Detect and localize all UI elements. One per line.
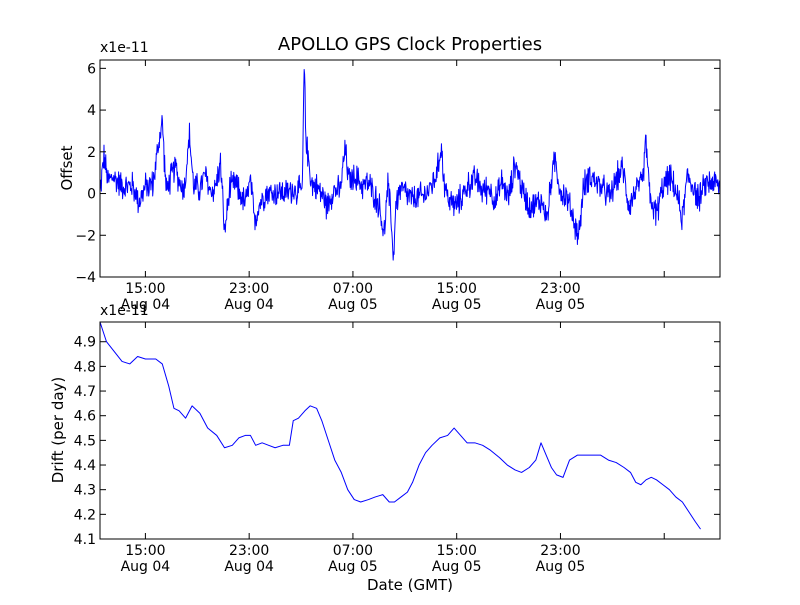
offset-x-tick-label-date: Aug 05 <box>536 297 586 313</box>
drift-y-tick-label: 4.5 <box>74 433 96 449</box>
drift-x-tick-label-date: Aug 05 <box>536 559 586 575</box>
drift-x-tick-label-time: 23:00 <box>540 543 580 559</box>
offset-x-tick-label-date: Aug 05 <box>328 297 378 313</box>
drift-x-axis-label: Date (GMT) <box>367 576 453 594</box>
offset-x-tick-label-time: 07:00 <box>333 281 373 297</box>
offset-x-tick-label-date: Aug 05 <box>432 297 482 313</box>
offset-x-tick-label-time: 15:00 <box>125 281 165 297</box>
offset-y-tick-label: 2 <box>87 145 96 161</box>
drift-x-tick-label-date: Aug 05 <box>328 559 378 575</box>
drift-x-tick-label-time: 07:00 <box>333 543 373 559</box>
drift-x-tick-label-time: 15:00 <box>437 543 477 559</box>
offset-y-scale-label: x1e-11 <box>100 40 149 56</box>
offset-series-line-0 <box>99 69 721 261</box>
drift-y-tick-label: 4.7 <box>74 384 96 400</box>
drift-y-tick-label: 4.4 <box>74 458 96 474</box>
drift-x-tick-label-time: 23:00 <box>229 543 269 559</box>
offset-y-tick-label: 4 <box>87 103 96 119</box>
offset-plot-area <box>100 60 720 277</box>
offset-y-tick-label: −4 <box>75 270 96 286</box>
offset-y-ticks: −4 −2 0 2 4 6 <box>75 61 720 286</box>
drift-y-tick-label: 4.9 <box>74 335 96 351</box>
drift-series-layer <box>99 321 701 530</box>
drift-x-tick-label-time: 15:00 <box>125 543 165 559</box>
drift-y-tick-label: 4.3 <box>74 483 96 499</box>
figure-title: APOLLO GPS Clock Properties <box>278 34 542 55</box>
drift-y-tick-label: 4.1 <box>74 532 96 548</box>
drift-series-line-0 <box>99 321 701 530</box>
drift-y-tick-label: 4.8 <box>74 359 96 375</box>
offset-x-tick-label-time: 23:00 <box>229 281 269 297</box>
drift-y-scale-label: x1e-11 <box>100 303 149 319</box>
drift-x-tick-label-date: Aug 05 <box>432 559 482 575</box>
offset-y-axis-label: Offset <box>58 145 76 190</box>
drift-axes-frame <box>99 321 721 540</box>
offset-y-tick-label: 0 <box>87 187 96 203</box>
drift-y-axis-label: Drift (per day) <box>49 377 67 484</box>
offset-x-tick-label-date: Aug 04 <box>224 297 274 313</box>
offset-y-tick-label: 6 <box>87 61 96 77</box>
drift-y-tick-label: 4.6 <box>74 409 96 425</box>
drift-y-tick-label: 4.2 <box>74 507 96 523</box>
offset-x-tick-label-date: Aug 04 <box>121 297 171 313</box>
offset-axes-frame <box>99 59 721 278</box>
drift-x-tick-label-date: Aug 04 <box>224 559 274 575</box>
offset-x-tick-label-time: 15:00 <box>437 281 477 297</box>
drift-x-tick-label-date: Aug 04 <box>121 559 171 575</box>
drift-y-ticks: 4.1 4.2 4.3 4.4 4.5 4.6 4.7 4.8 4.9 <box>74 335 720 548</box>
offset-y-tick-label: −2 <box>75 228 96 244</box>
offset-series-layer <box>99 69 721 261</box>
offset-x-tick-label-time: 23:00 <box>540 281 580 297</box>
drift-plot-area <box>100 322 720 539</box>
